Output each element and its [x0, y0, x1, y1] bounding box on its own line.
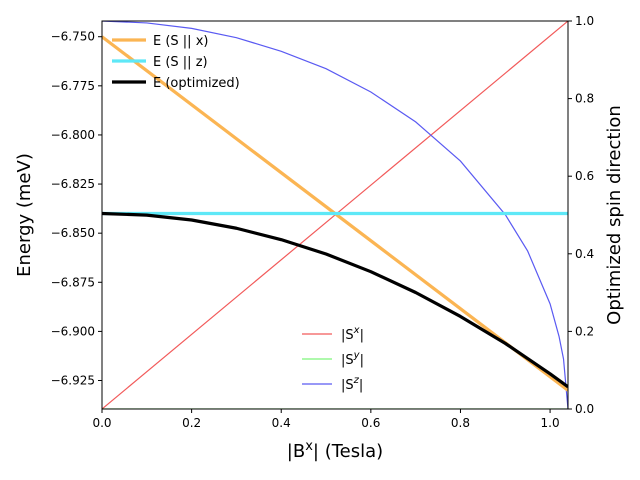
series-line-e-optimized [102, 211, 568, 389]
y-right-tick-label: 0.6 [575, 169, 594, 183]
x-tick-label: 0.6 [361, 416, 380, 430]
legend-label-sx: |Sx| [341, 325, 364, 343]
y-left-tick-label: −6.900 [51, 324, 95, 338]
x-axis-label-prefix: |B [287, 441, 305, 462]
y-left-tick-label: −6.775 [51, 79, 95, 93]
plot-frame [101, 20, 569, 410]
series-layer [102, 21, 568, 409]
y-left-tick-label: −6.925 [51, 374, 95, 388]
legend-label-tail: | [359, 378, 363, 393]
y-right-tick-label: 0.8 [575, 92, 594, 106]
legend-label-base: |S [341, 328, 354, 343]
legend-label-e-s-z: E (S || z) [153, 55, 208, 70]
y-left-tick-label: −6.800 [51, 128, 95, 142]
legend-spin: |Sx||Sy||Sz| [302, 325, 364, 393]
series-line-s-z [102, 21, 568, 409]
y-axis-label-right: Optimized spin direction [604, 105, 625, 325]
y-left-tick-label: −6.875 [51, 275, 95, 289]
legend-label-sup: y [353, 350, 361, 361]
x-tick-label: 0.0 [92, 416, 111, 430]
legend-label-e-s-x: E (S || x) [153, 34, 208, 49]
legend-label-sy: |Sy| [341, 350, 364, 368]
y-left-tick-label: −6.850 [51, 226, 95, 240]
x-axis-label: |Bx| (Tesla) [287, 439, 383, 462]
legend-label-base: |S [341, 378, 354, 393]
legend-label-sz: |Sz| [341, 375, 363, 393]
x-tick-label: 0.4 [272, 416, 291, 430]
legend-label-e-optimized: E (optimized) [153, 76, 240, 91]
y-axis-label-left: Energy (meV) [14, 153, 35, 277]
legend-energy: E (S || x) E (S || z) E (optimized) [112, 34, 240, 91]
y-right-tick-label: 0.2 [575, 324, 594, 338]
y-right-tick-label: 1.0 [575, 14, 594, 28]
x-tick-label: 0.2 [182, 416, 201, 430]
x-tick-label: 0.8 [451, 416, 470, 430]
legend-label-tail: | [360, 353, 364, 368]
legend-label-sup: z [353, 375, 360, 386]
x-axis-label-suffix: | (Tesla) [313, 441, 383, 462]
y-left-tick-label: −6.825 [51, 177, 95, 191]
legend-label-base: |S [341, 353, 354, 368]
x-axis-label-sup: x [305, 439, 313, 454]
y-right-tick-label: 0.0 [575, 402, 594, 416]
y-left-tick-label: −6.750 [51, 30, 95, 44]
ticks-layer: 0.0 0.2 0.4 0.6 0.8 1.0 −6.750 −6.775 −6.800 −6.8… [51, 14, 595, 430]
legend-label-tail: | [360, 328, 364, 343]
x-tick-label: 1.0 [541, 416, 560, 430]
series-group [102, 21, 568, 409]
legend-label-sup: x [353, 325, 360, 336]
y-right-tick-label: 0.4 [575, 247, 594, 261]
